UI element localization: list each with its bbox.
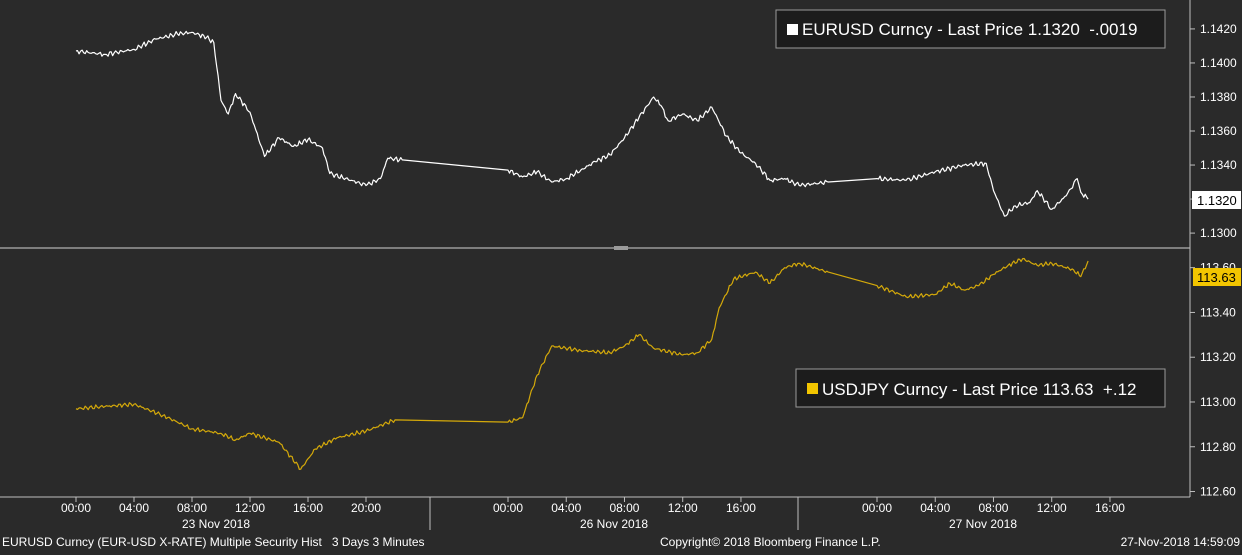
x-tick-label: 12:00 bbox=[235, 501, 265, 515]
x-tick-label: 08:00 bbox=[177, 501, 207, 515]
y-tick-label: 1.1360 bbox=[1200, 124, 1237, 138]
legend-eurusd-box bbox=[775, 9, 1166, 49]
x-tick-label: 16:00 bbox=[1095, 501, 1125, 515]
x-tick-label: 20:00 bbox=[351, 501, 381, 515]
legend-usdjpy-text: USDJPY Curncy - Last Price 113.63 +.12 bbox=[822, 380, 1137, 399]
x-tick-label: 12:00 bbox=[1037, 501, 1067, 515]
y-tick-label: 1.1400 bbox=[1200, 56, 1237, 70]
x-day-label: 27 Nov 2018 bbox=[949, 517, 1017, 531]
footer-right: 27-Nov-2018 14:59:09 bbox=[1121, 535, 1241, 549]
y-tick-label: 113.00 bbox=[1200, 395, 1236, 409]
x-day-label: 26 Nov 2018 bbox=[580, 517, 648, 531]
x-tick-label: 08:00 bbox=[978, 501, 1008, 515]
x-tick-label: 04:00 bbox=[920, 501, 950, 515]
panel-divider-handle[interactable] bbox=[614, 246, 628, 250]
x-tick-label: 00:00 bbox=[61, 501, 91, 515]
eurusd-last-badge-text: 1.1320 bbox=[1197, 193, 1237, 208]
y-tick-label: 113.20 bbox=[1200, 350, 1236, 364]
legend-usdjpy-box bbox=[795, 368, 1166, 408]
legend-usdjpy-swatch bbox=[807, 383, 818, 394]
footer-left: EURUSD Curncy (EUR-USD X-RATE) Multiple … bbox=[2, 535, 425, 549]
eurusd-last-badge-box bbox=[1192, 191, 1241, 209]
usdjpy-last-badge-text: 113.63 bbox=[1197, 270, 1236, 285]
series-line-eurusd bbox=[75, 30, 1089, 217]
x-day-label: 23 Nov 2018 bbox=[182, 517, 250, 531]
x-tick-label: 00:00 bbox=[493, 501, 523, 515]
x-tick-label: 16:00 bbox=[726, 501, 756, 515]
y-tick-label: 113.40 bbox=[1200, 305, 1236, 319]
footer-center: Copyright© 2018 Bloomberg Finance L.P. bbox=[660, 535, 881, 549]
x-tick-label: 08:00 bbox=[609, 501, 639, 515]
legend-eurusd[interactable]: EURUSD Curncy - Last Price 1.1320 -.0019 bbox=[775, 9, 1166, 49]
x-tick-label: 04:00 bbox=[551, 501, 581, 515]
legend-usdjpy[interactable]: USDJPY Curncy - Last Price 113.63 +.12 bbox=[795, 368, 1166, 408]
legend-eurusd-text: EURUSD Curncy - Last Price 1.1320 -.0019 bbox=[802, 20, 1137, 39]
series-line-usdjpy bbox=[75, 257, 1089, 470]
eurusd-last-badge: 1.1320 bbox=[1192, 191, 1241, 209]
x-tick-label: 04:00 bbox=[119, 501, 149, 515]
y-tick-label: 1.1340 bbox=[1200, 158, 1237, 172]
y-tick-label: 1.1300 bbox=[1200, 226, 1237, 240]
y-tick-label: 1.1380 bbox=[1200, 90, 1237, 104]
y-tick-label: 112.80 bbox=[1200, 440, 1236, 454]
x-tick-layer: 00:00 04:00 08:00 12:00 16:00 20:00 00:00 04:00… bbox=[61, 497, 1125, 531]
usdjpy-last-badge: 113.63 bbox=[1193, 268, 1241, 286]
plot-layer bbox=[75, 30, 1089, 470]
x-tick-label: 12:00 bbox=[668, 501, 698, 515]
legend-eurusd-swatch bbox=[787, 24, 798, 35]
x-tick-label: 00:00 bbox=[862, 501, 892, 515]
usdjpy-last-badge-box bbox=[1193, 268, 1241, 286]
x-tick-label: 16:00 bbox=[293, 501, 323, 515]
y-tick-label: 1.1420 bbox=[1200, 22, 1237, 36]
y-tick-label: 112.60 bbox=[1200, 485, 1236, 499]
